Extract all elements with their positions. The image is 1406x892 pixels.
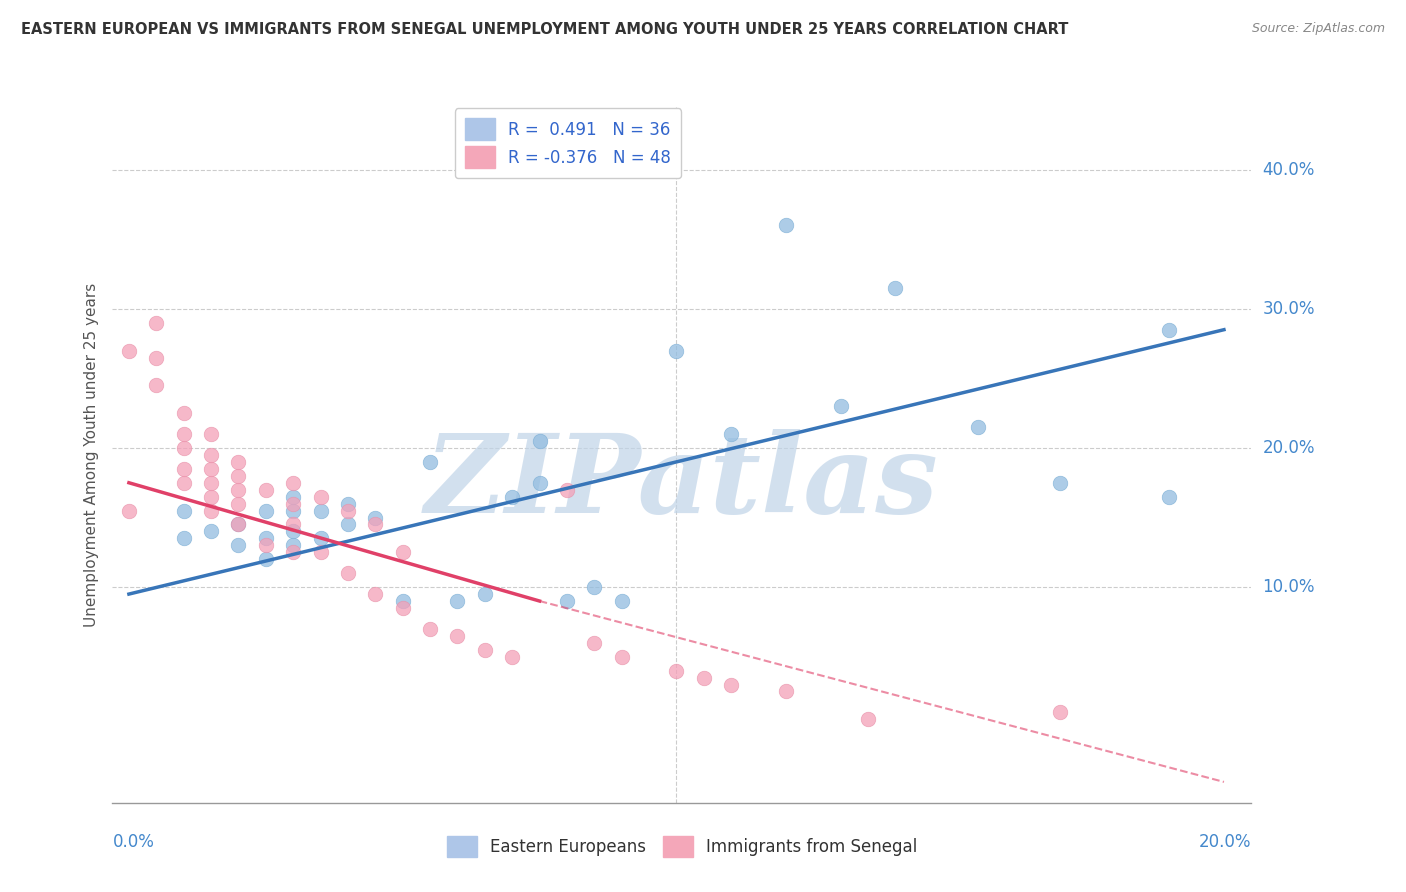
Point	[228, 483, 250, 497]
Point	[555, 594, 578, 608]
Point	[501, 490, 523, 504]
Point	[1049, 475, 1071, 490]
Point	[254, 532, 277, 546]
Point	[228, 455, 250, 469]
Point	[200, 448, 222, 462]
Point	[173, 462, 195, 476]
Point	[145, 316, 167, 330]
Text: EASTERN EUROPEAN VS IMMIGRANTS FROM SENEGAL UNEMPLOYMENT AMONG YOUTH UNDER 25 YE: EASTERN EUROPEAN VS IMMIGRANTS FROM SENE…	[21, 22, 1069, 37]
Point	[583, 636, 606, 650]
Point	[145, 378, 167, 392]
Text: 20.0%: 20.0%	[1199, 833, 1251, 851]
Text: 0.0%: 0.0%	[112, 833, 155, 851]
Point	[884, 281, 907, 295]
Point	[501, 649, 523, 664]
Point	[610, 649, 633, 664]
Point	[309, 532, 332, 546]
Point	[173, 427, 195, 442]
Point	[1049, 706, 1071, 720]
Point	[856, 712, 879, 726]
Point	[364, 510, 387, 524]
Point	[309, 503, 332, 517]
Text: 20.0%: 20.0%	[1263, 439, 1315, 457]
Point	[173, 406, 195, 420]
Point	[228, 497, 250, 511]
Point	[336, 566, 359, 581]
Point	[283, 524, 305, 539]
Point	[200, 524, 222, 539]
Point	[283, 538, 305, 552]
Point	[173, 475, 195, 490]
Point	[200, 490, 222, 504]
Point	[228, 538, 250, 552]
Point	[200, 475, 222, 490]
Point	[775, 219, 797, 233]
Point	[309, 545, 332, 559]
Point	[283, 503, 305, 517]
Point	[283, 497, 305, 511]
Point	[200, 462, 222, 476]
Text: 40.0%: 40.0%	[1263, 161, 1315, 178]
Point	[693, 671, 716, 685]
Point	[254, 552, 277, 566]
Point	[118, 343, 141, 358]
Point	[529, 434, 551, 448]
Point	[474, 642, 496, 657]
Point	[173, 441, 195, 455]
Point	[446, 629, 468, 643]
Point	[228, 517, 250, 532]
Point	[336, 517, 359, 532]
Point	[391, 594, 413, 608]
Point	[283, 475, 305, 490]
Point	[966, 420, 988, 434]
Text: ZIPatlas: ZIPatlas	[425, 429, 939, 536]
Point	[720, 677, 742, 691]
Point	[173, 532, 195, 546]
Point	[1159, 490, 1181, 504]
Point	[283, 545, 305, 559]
Text: Source: ZipAtlas.com: Source: ZipAtlas.com	[1251, 22, 1385, 36]
Point	[419, 622, 441, 636]
Point	[364, 517, 387, 532]
Point	[228, 468, 250, 483]
Point	[254, 503, 277, 517]
Point	[391, 545, 413, 559]
Point	[775, 684, 797, 698]
Point	[145, 351, 167, 365]
Point	[336, 503, 359, 517]
Point	[665, 343, 688, 358]
Text: 10.0%: 10.0%	[1263, 578, 1315, 596]
Point	[173, 503, 195, 517]
Point	[555, 483, 578, 497]
Point	[720, 427, 742, 442]
Point	[254, 538, 277, 552]
Y-axis label: Unemployment Among Youth under 25 years: Unemployment Among Youth under 25 years	[83, 283, 98, 627]
Point	[446, 594, 468, 608]
Point	[583, 580, 606, 594]
Point	[200, 503, 222, 517]
Point	[254, 483, 277, 497]
Point	[309, 490, 332, 504]
Point	[228, 517, 250, 532]
Point	[665, 664, 688, 678]
Point	[364, 587, 387, 601]
Point	[391, 601, 413, 615]
Point	[336, 497, 359, 511]
Point	[529, 475, 551, 490]
Point	[1159, 323, 1181, 337]
Point	[283, 490, 305, 504]
Point	[474, 587, 496, 601]
Point	[419, 455, 441, 469]
Point	[283, 517, 305, 532]
Point	[200, 427, 222, 442]
Text: 30.0%: 30.0%	[1263, 300, 1315, 318]
Point	[118, 503, 141, 517]
Point	[610, 594, 633, 608]
Point	[830, 399, 852, 413]
Legend: Eastern Europeans, Immigrants from Senegal: Eastern Europeans, Immigrants from Seneg…	[440, 830, 924, 864]
